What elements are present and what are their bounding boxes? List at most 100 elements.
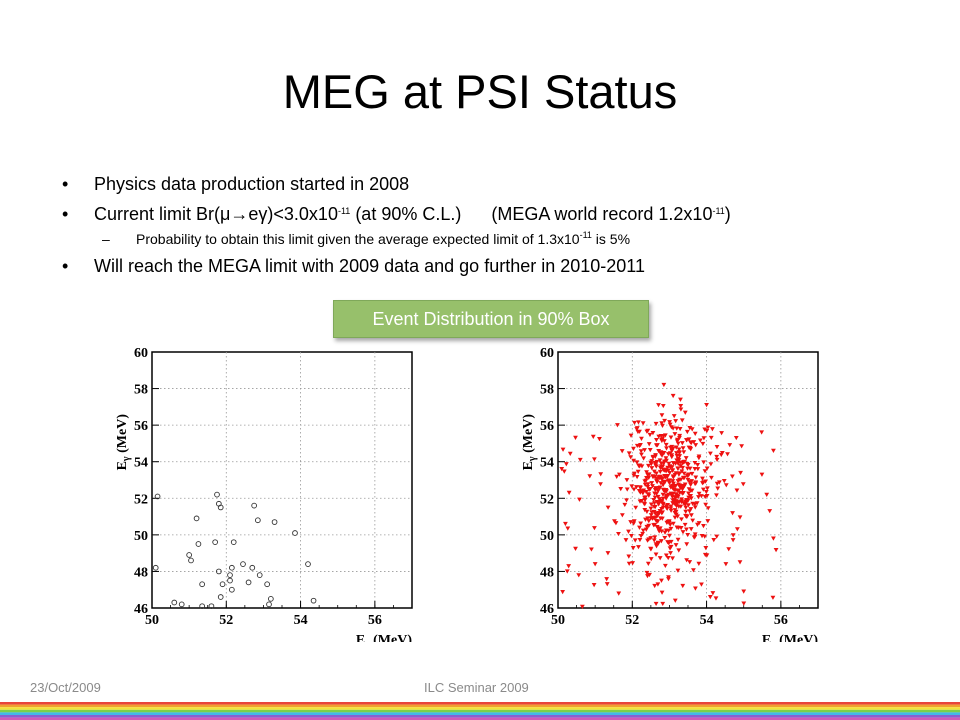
data-point <box>214 491 220 498</box>
data-point <box>676 458 682 463</box>
data-point <box>659 516 665 521</box>
data-point <box>216 568 222 575</box>
data-point <box>646 475 652 480</box>
x-tick-label: 56 <box>774 613 788 628</box>
data-point <box>678 504 684 509</box>
data-point <box>657 458 663 463</box>
sub-bullet-text: Probability to obtain this limit given t… <box>136 231 580 247</box>
data-point <box>687 426 693 431</box>
bullet-item: • Will reach the MEGA limit with 2009 da… <box>62 252 942 282</box>
data-point <box>678 407 684 412</box>
x-axis-label: Ee (MeV) <box>356 633 412 642</box>
data-point <box>674 426 680 431</box>
data-point <box>668 508 674 513</box>
data-point <box>689 513 694 518</box>
data-point <box>643 490 649 495</box>
data-point <box>653 421 659 427</box>
data-point <box>703 489 709 495</box>
data-point <box>688 496 694 501</box>
data-point <box>640 528 646 533</box>
data-point <box>693 475 699 480</box>
data-point <box>686 491 691 496</box>
data-point <box>677 435 682 441</box>
data-point <box>704 403 709 408</box>
data-point <box>663 553 669 558</box>
data-point <box>643 527 649 532</box>
data-point <box>266 601 272 608</box>
data-point <box>679 469 685 474</box>
y-tick-label: 48 <box>134 565 148 580</box>
data-point <box>255 517 261 524</box>
data-point <box>604 582 610 587</box>
data-point <box>707 595 713 600</box>
data-point <box>662 479 668 485</box>
data-point <box>691 568 696 573</box>
data-point <box>714 481 720 486</box>
data-point <box>670 521 676 526</box>
data-point <box>676 548 682 553</box>
data-point <box>592 562 598 567</box>
data-point <box>631 458 637 463</box>
data-point <box>759 472 765 477</box>
x-axis-label-sub: e <box>365 639 370 642</box>
data-point <box>729 474 735 479</box>
data-point <box>667 481 672 486</box>
data-point <box>624 498 629 503</box>
bullet-item: • Physics data production started in 200… <box>62 170 942 200</box>
data-point <box>654 471 659 476</box>
data-point <box>671 501 677 506</box>
data-point <box>668 506 674 511</box>
data-point <box>660 434 666 439</box>
data-point <box>638 443 643 448</box>
data-point <box>699 582 704 587</box>
data-point <box>587 474 593 479</box>
data-point <box>645 484 651 490</box>
y-tick-label: 54 <box>134 456 148 471</box>
data-point <box>681 475 687 481</box>
data-point <box>576 573 582 578</box>
data-point <box>662 459 667 464</box>
data-point <box>684 429 690 435</box>
data-point <box>634 460 640 465</box>
data-point <box>654 500 660 505</box>
data-point <box>676 447 682 452</box>
data-point <box>647 432 653 438</box>
data-point <box>702 427 708 432</box>
data-point <box>684 542 690 547</box>
data-point <box>671 481 676 486</box>
data-point <box>667 533 672 538</box>
data-point <box>661 468 667 473</box>
data-point <box>566 490 572 495</box>
data-point <box>740 482 746 487</box>
data-point <box>645 561 651 566</box>
data-point <box>695 467 701 472</box>
data-point <box>764 492 770 497</box>
x-tick-label: 54 <box>294 613 308 628</box>
data-point <box>648 502 654 507</box>
x-axis-label-sub: e <box>771 639 776 642</box>
data-point <box>656 485 662 491</box>
plot-frame <box>151 351 413 609</box>
data-point <box>705 425 711 430</box>
data-point <box>561 469 567 474</box>
data-point <box>227 572 233 578</box>
data-point <box>655 519 661 524</box>
data-point <box>679 497 685 502</box>
data-point <box>637 464 643 469</box>
color-stripe <box>0 715 960 718</box>
data-point <box>702 534 708 539</box>
data-point <box>692 502 698 507</box>
data-point <box>264 581 270 588</box>
data-point <box>249 564 256 571</box>
data-point <box>670 446 676 451</box>
y-tick-label: 50 <box>134 529 148 544</box>
data-point <box>670 556 675 561</box>
data-point <box>644 509 650 514</box>
bullet-dot: • <box>62 256 69 276</box>
data-point <box>672 515 678 520</box>
data-point <box>651 538 657 543</box>
data-point <box>604 577 610 582</box>
data-point <box>256 572 263 578</box>
data-point <box>646 492 651 497</box>
data-point <box>598 472 604 477</box>
